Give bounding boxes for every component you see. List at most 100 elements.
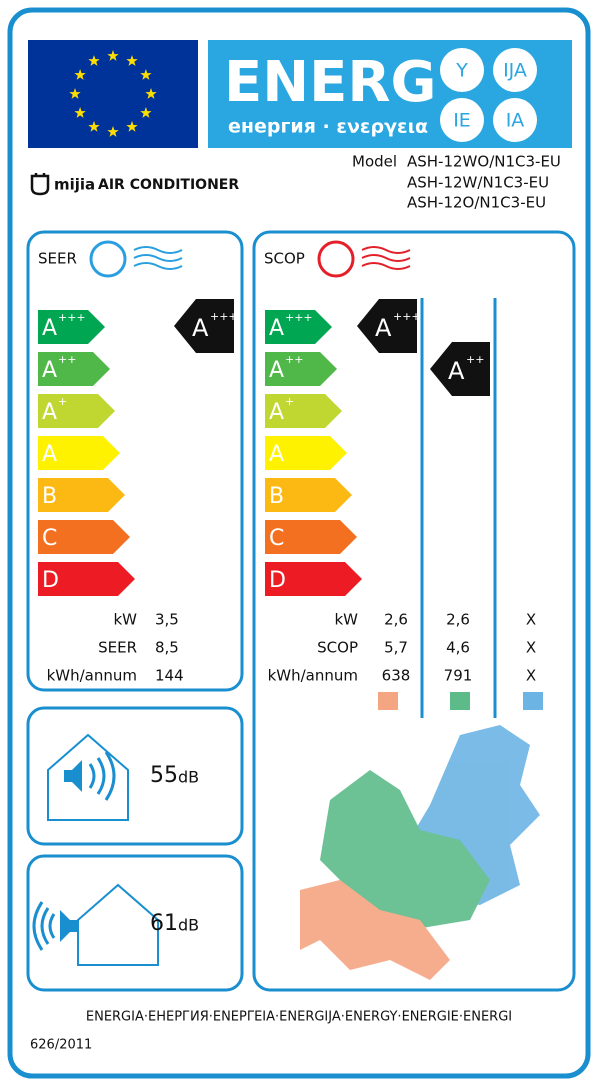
star: [140, 69, 152, 80]
row-label: kW: [113, 611, 137, 629]
indoor-noise-panel: [26, 706, 244, 846]
star: [126, 120, 138, 132]
star: [88, 120, 100, 132]
row-value: X: [526, 639, 536, 657]
scop-panel: [252, 230, 576, 992]
class-letter: A: [42, 358, 57, 383]
class-bar: [38, 310, 105, 344]
map-warm: [300, 880, 450, 980]
rating-arrow: [430, 342, 490, 396]
class-bar: [265, 562, 362, 596]
class-letter: A: [269, 316, 284, 341]
energ-title: ENERG: [224, 50, 436, 115]
language-badge-text: IA: [506, 110, 525, 132]
energ-languages: енергия · ενεργεια: [228, 116, 428, 138]
class-sup: +++: [285, 311, 313, 324]
europe-map: [300, 725, 540, 980]
class-letter: B: [42, 484, 57, 509]
outer-border: [7, 7, 591, 1079]
indoor-noise-value: 55: [150, 763, 178, 788]
speaker-icon: [64, 760, 82, 792]
eu-stars: [69, 50, 157, 137]
star: [126, 55, 138, 66]
row-value: 144: [155, 667, 184, 685]
class-sup: +: [285, 395, 294, 408]
class-bar: [38, 394, 115, 428]
star: [74, 69, 86, 80]
star: [69, 88, 81, 99]
class-bar: [38, 352, 110, 386]
class-bar: [38, 478, 125, 512]
outdoor-noise-value: 61: [150, 911, 178, 936]
cool-air-icon: [133, 246, 183, 270]
warm-air-icon: [361, 246, 411, 270]
rating-arrow: [174, 299, 234, 353]
row-value: X: [526, 611, 536, 629]
row-label: SCOP: [317, 639, 358, 657]
row-value: 3,5: [155, 611, 179, 629]
language-badge-text: IJA: [503, 60, 527, 82]
class-bar: [38, 562, 135, 596]
rating-sup: +++: [393, 310, 421, 323]
row-value: 4,6: [446, 639, 470, 657]
star: [74, 107, 86, 118]
class-letter: A: [269, 358, 284, 383]
seer-panel: [26, 230, 244, 692]
model-label: Model: [352, 153, 397, 171]
brand-product: AIR CONDITIONER: [98, 177, 239, 193]
class-letter: A: [42, 442, 57, 467]
footer-languages: ENERGIA·ЕНЕРГИЯ·ΕΝΕΡΓΕΙΑ·ENERGIJA·ENERGY…: [86, 1010, 512, 1025]
outdoor-noise-unit: dB: [178, 916, 199, 935]
class-bar: [38, 436, 120, 470]
speaker-icon: [60, 910, 78, 942]
rating-sup: ++: [466, 353, 484, 366]
row-value: 2,6: [384, 611, 408, 629]
row-label: kW: [334, 611, 358, 629]
outdoor-noise-panel: [26, 854, 244, 992]
indoor-noise-unit: dB: [178, 768, 199, 787]
row-value: 5,7: [384, 639, 408, 657]
class-letter: C: [269, 526, 284, 551]
rating-letter: A: [192, 314, 209, 342]
class-sup: ++: [58, 353, 76, 366]
scop-title: SCOP: [264, 250, 305, 268]
model-name: ASH-12O/N1C3-EU: [407, 194, 546, 212]
language-badge: [440, 98, 484, 142]
seer-title: SEER: [38, 250, 77, 268]
star: [107, 126, 119, 137]
model-name: ASH-12W/N1C3-EU: [407, 174, 549, 192]
heating-fan-icon: [317, 240, 355, 278]
row-value: 8,5: [155, 639, 179, 657]
map-average: [320, 770, 490, 930]
class-bar: [265, 436, 347, 470]
row-value: 638: [382, 667, 411, 685]
sound-waves-icon: [32, 901, 56, 951]
house-icon: [77, 883, 159, 966]
brand-logo: mijia: [54, 176, 95, 194]
class-letter: C: [42, 526, 57, 551]
cooling-fan-icon: [89, 240, 127, 278]
class-bar: [265, 310, 332, 344]
row-label: kWh/annum: [47, 667, 137, 685]
language-badge-text: Y: [455, 60, 468, 82]
model-name: ASH-12WO/N1C3-EU: [407, 153, 561, 171]
house-icon: [47, 733, 129, 821]
row-value: X: [526, 667, 536, 685]
star: [145, 88, 157, 99]
language-badge-text: IE: [453, 110, 471, 132]
class-bar: [265, 478, 352, 512]
class-letter: A: [269, 442, 284, 467]
class-sup: ++: [285, 353, 303, 366]
row-value: 791: [444, 667, 473, 685]
class-letter: A: [269, 400, 284, 425]
rating-sup: +++: [210, 310, 238, 323]
row-label: SEER: [98, 639, 137, 657]
sound-waves-icon: [88, 751, 116, 801]
class-bar: [265, 520, 357, 554]
language-badge: [493, 98, 537, 142]
language-badge: [440, 48, 484, 92]
star: [107, 50, 119, 61]
star: [140, 107, 152, 118]
class-bar: [265, 394, 342, 428]
